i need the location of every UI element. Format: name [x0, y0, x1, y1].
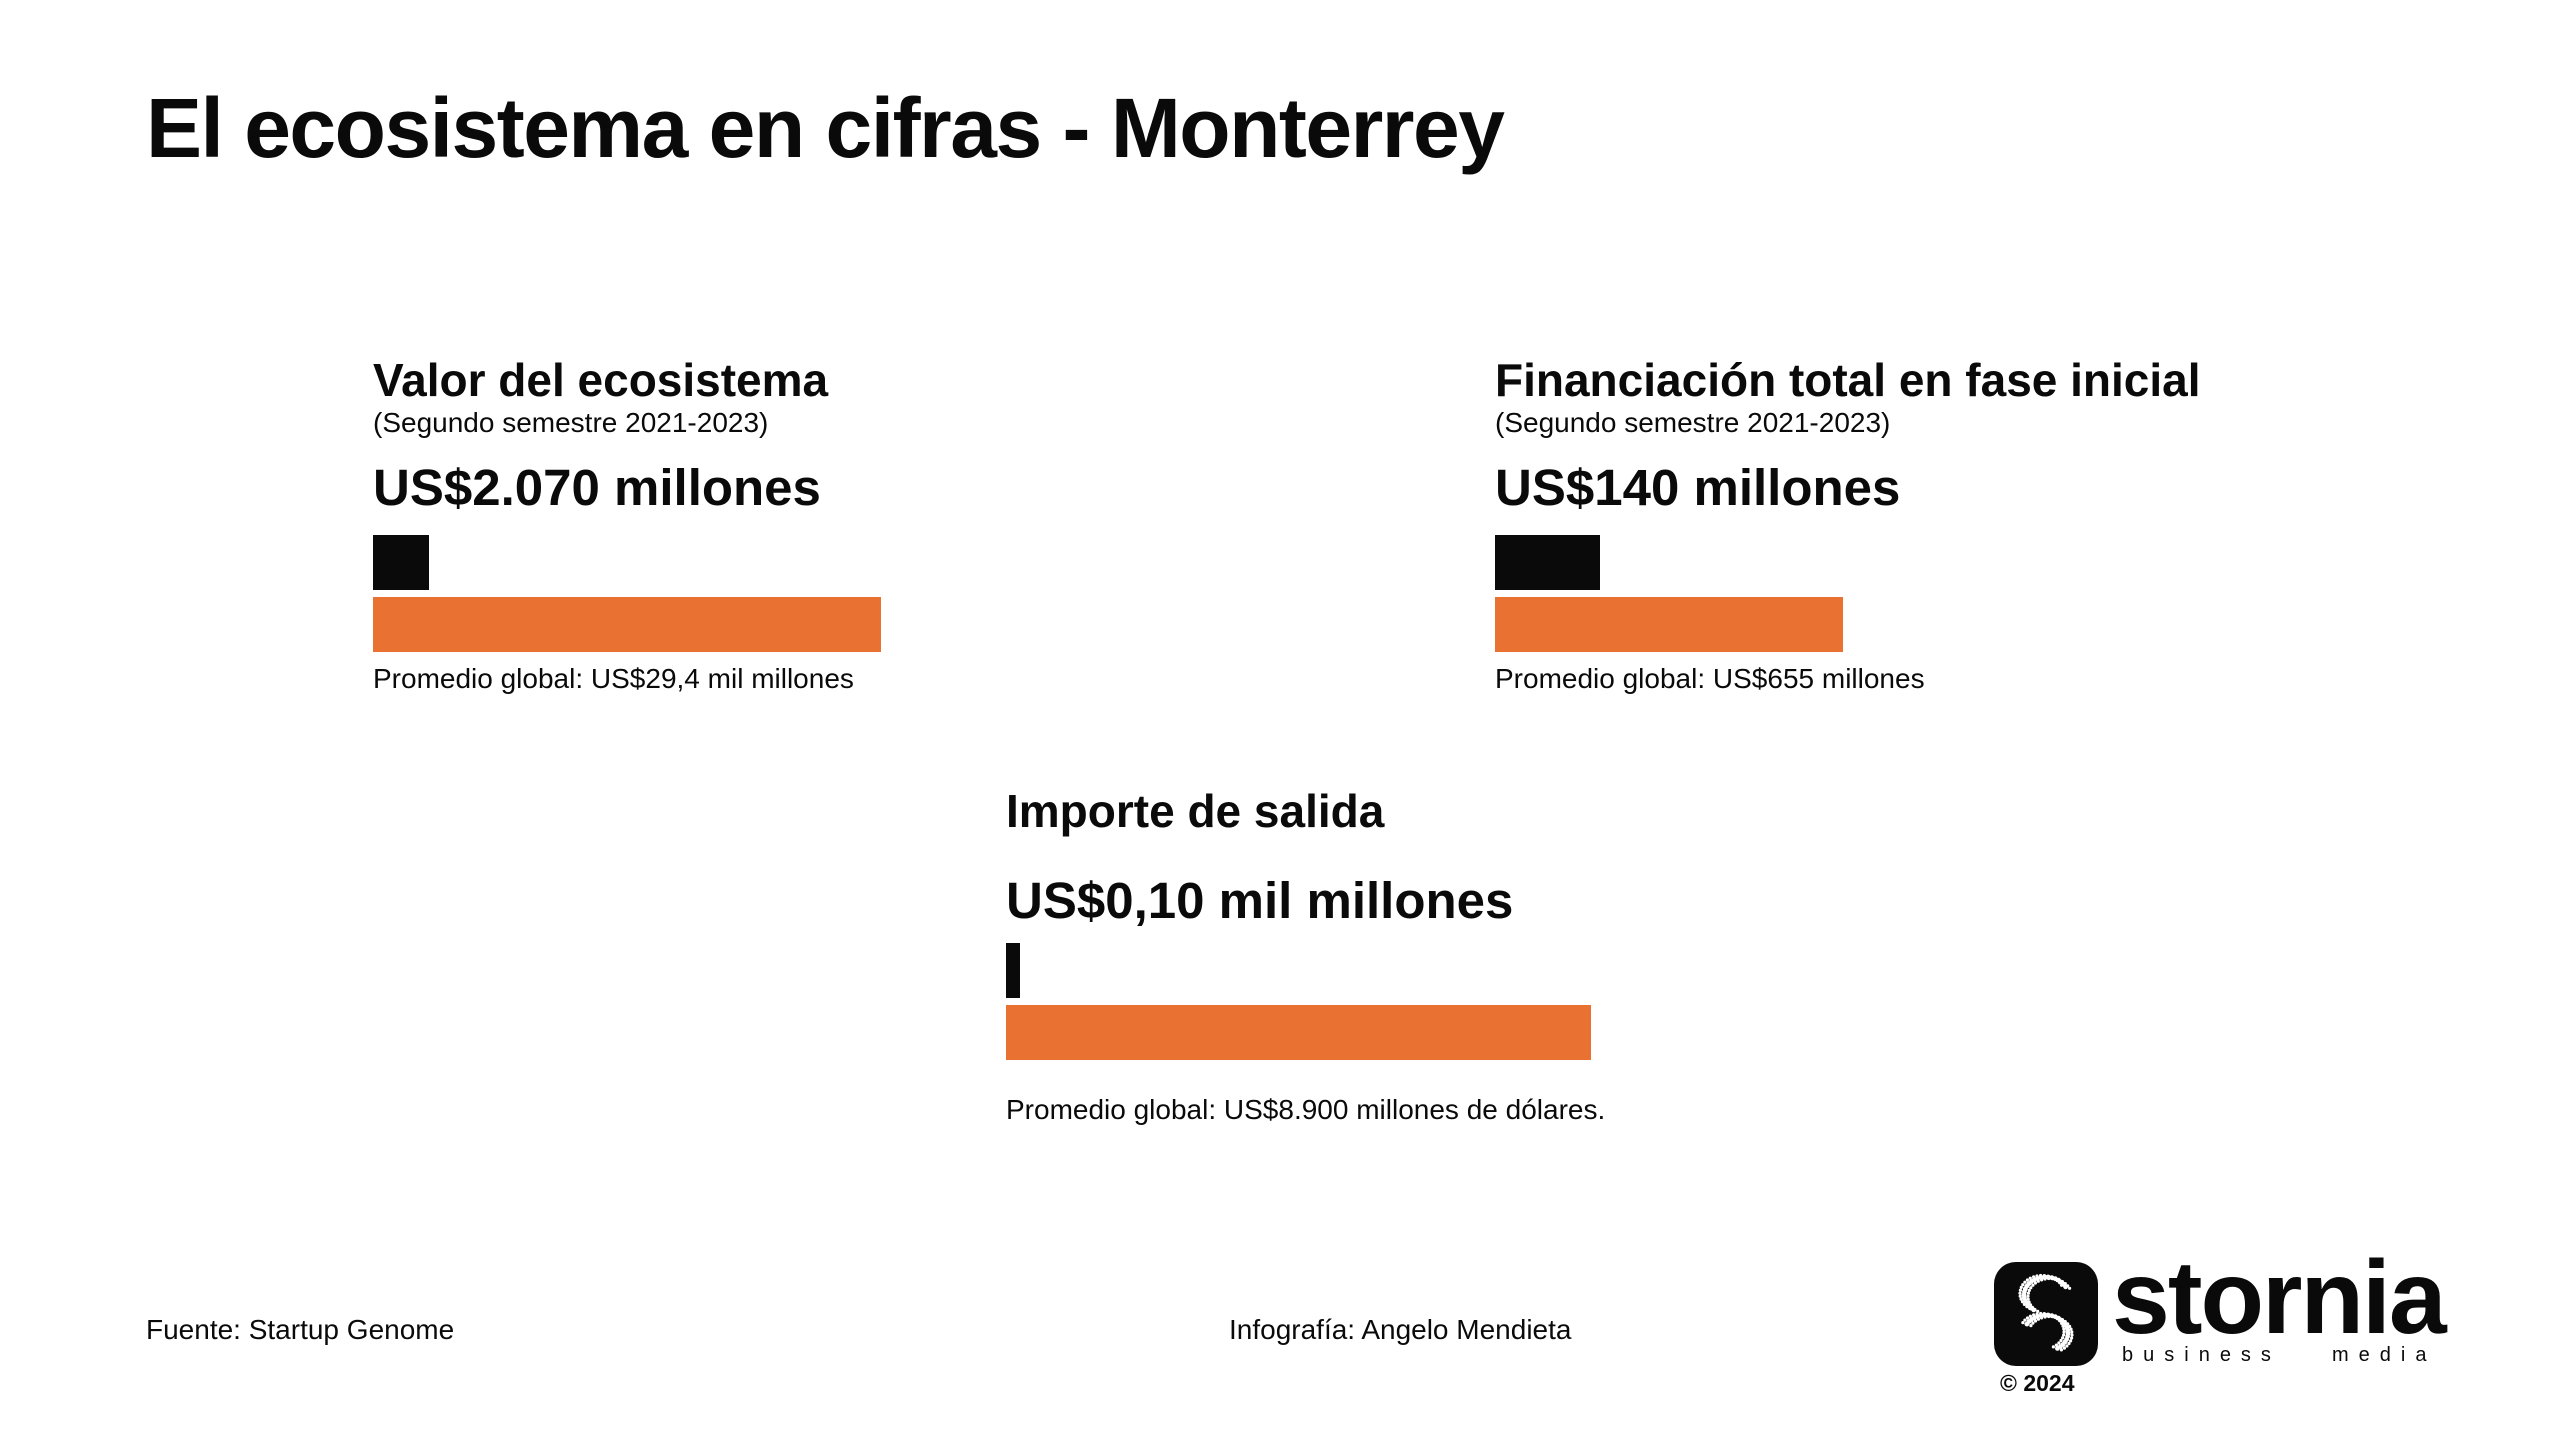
- global-average-note: Promedio global: US$29,4 mil millones: [373, 663, 854, 694]
- logo-dot: [2028, 1306, 2032, 1310]
- logo-dot: [2066, 1284, 2070, 1288]
- logo-dot: [2051, 1345, 2055, 1349]
- logo-dot: [2059, 1338, 2063, 1343]
- stornia-s-icon: [1994, 1262, 2098, 1366]
- panel-value: US$2.070 millones: [373, 459, 821, 516]
- logo-dot: [2049, 1313, 2053, 1317]
- source-note: Fuente: Startup Genome: [146, 1314, 455, 1345]
- logo-dot: [2043, 1277, 2047, 1281]
- brand-tagline-media: media: [2332, 1344, 2437, 1366]
- logo-dot: [2023, 1318, 2027, 1322]
- logo-dot: [2036, 1279, 2040, 1283]
- city-bar: [1495, 535, 1600, 590]
- logo-dot: [2022, 1302, 2026, 1306]
- logo-dot: [2031, 1283, 2035, 1287]
- panel-subtitle: (Segundo semestre 2021-2023): [1495, 407, 1891, 438]
- logo-dot: [2039, 1311, 2043, 1316]
- logo-dot: [2033, 1319, 2038, 1323]
- logo-dot: [2019, 1297, 2023, 1301]
- logo-dot: [2062, 1333, 2066, 1337]
- brand-tagline-business: business: [2122, 1344, 2281, 1366]
- global-average-bar: [1006, 1005, 1591, 1060]
- logo-dot: [2023, 1280, 2027, 1284]
- city-bar: [1006, 943, 1020, 998]
- logo-dot: [2060, 1280, 2065, 1284]
- logo-dot: [2061, 1336, 2065, 1340]
- page-title: El ecosistema en cifras - Monterrey: [146, 81, 1505, 175]
- logo-dot: [2070, 1330, 2074, 1334]
- logo-dot: [2070, 1336, 2074, 1340]
- logo-dot: [2029, 1324, 2033, 1328]
- logo-dot: [2021, 1283, 2025, 1287]
- panel-title: Valor del ecosistema: [373, 354, 829, 406]
- logo-dot: [2054, 1343, 2058, 1347]
- logo-dot: [2020, 1300, 2025, 1304]
- infographic-credit: Infografía: Angelo Mendieta: [1229, 1314, 1572, 1345]
- logo-dot: [2031, 1321, 2035, 1325]
- global-average-bar: [373, 597, 881, 652]
- logo-dot: [2026, 1291, 2030, 1295]
- logo-dot: [2062, 1330, 2066, 1334]
- logo-dot: [2018, 1288, 2022, 1292]
- logo-dot: [2032, 1313, 2036, 1317]
- panel-exit-value: Importe de salida US$0,10 mil millones: [1006, 785, 1513, 931]
- logo-dot: [2040, 1278, 2044, 1282]
- logo-dot: [2047, 1276, 2051, 1281]
- logo-dot: [2057, 1278, 2061, 1282]
- logo-dot: [2028, 1314, 2032, 1318]
- panel-early-stage-funding: Financiación total en fase inicial (Segu…: [1495, 354, 2201, 518]
- copyright-label: © 2024: [2000, 1370, 2075, 1396]
- city-bar: [373, 535, 429, 590]
- logo-dot: [2029, 1286, 2033, 1290]
- logo-dot: [2052, 1315, 2057, 1319]
- panel-value: US$0,10 mil millones: [1006, 872, 1514, 929]
- logo-dot: [2019, 1285, 2023, 1289]
- logo-dot: [2018, 1294, 2022, 1298]
- logo-dot: [2062, 1346, 2066, 1350]
- logo-dot: [2021, 1321, 2025, 1325]
- logo-dot: [2069, 1327, 2073, 1331]
- panel-title: Financiación total en fase inicial: [1495, 354, 2201, 406]
- logo-dot: [2036, 1309, 2040, 1313]
- logo-dot: [2063, 1282, 2067, 1286]
- logo-dot: [2055, 1346, 2060, 1351]
- logo-dot: [2027, 1288, 2031, 1292]
- logo-dot: [2031, 1307, 2037, 1313]
- panel-title: Importe de salida: [1006, 785, 1385, 837]
- panel-value: US$140 millones: [1495, 459, 1901, 516]
- logo-dot: [2033, 1281, 2037, 1285]
- logo-dot: [2057, 1341, 2061, 1345]
- logo-dot: [2026, 1294, 2030, 1298]
- logo-dot: [2061, 1324, 2065, 1328]
- logo-dot: [2062, 1327, 2066, 1331]
- logo-dot: [2025, 1305, 2029, 1309]
- logo-dot: [2065, 1344, 2069, 1348]
- panel-ecosystem-value: Valor del ecosistema (Segundo semestre 2…: [373, 354, 828, 518]
- logo-dot: [2050, 1277, 2054, 1281]
- logo-dot: [2035, 1312, 2039, 1316]
- logo-dot: [2025, 1278, 2029, 1282]
- global-average-note: Promedio global: US$655 millones: [1495, 663, 1925, 694]
- logo-dot: [2058, 1319, 2062, 1323]
- brand-wordmark: stornia: [2112, 1240, 2447, 1356]
- panel-subtitle: (Segundo semestre 2021-2023): [373, 407, 769, 438]
- logo-dot: [2025, 1316, 2030, 1320]
- logo-dot: [2070, 1333, 2074, 1337]
- logo-dot: [2054, 1277, 2058, 1281]
- logo-dot: [2018, 1291, 2022, 1295]
- logo-dot: [2060, 1321, 2064, 1325]
- stornia-s-icon-graphic: [2018, 1273, 2074, 1352]
- logo-dot: [2069, 1339, 2073, 1343]
- logo-dot: [2059, 1348, 2063, 1352]
- logo-dot: [2068, 1286, 2072, 1290]
- logo-dot: [2046, 1312, 2050, 1316]
- logo-dot: [2067, 1341, 2071, 1346]
- global-average-bar: [1495, 597, 1843, 652]
- logo-dot: [2042, 1312, 2046, 1316]
- logo-dot: [2028, 1276, 2032, 1280]
- global-average-note: Promedio global: US$8.900 millones de dó…: [1006, 1094, 1606, 1125]
- logo-dot: [2055, 1317, 2059, 1321]
